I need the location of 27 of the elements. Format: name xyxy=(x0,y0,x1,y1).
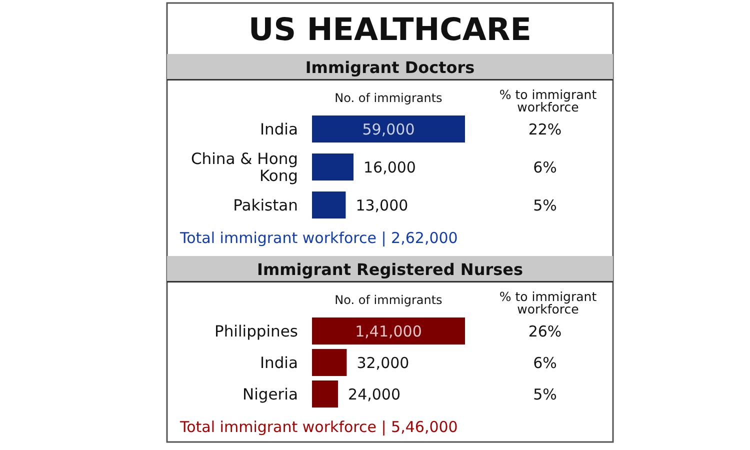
text: Total immigrant workforce | 2,62,000 xyxy=(179,229,458,247)
y-tick-label: Pakistan xyxy=(233,196,298,214)
y2-axis-title: % to immigrant workforce xyxy=(499,289,597,316)
text: 6% xyxy=(533,158,557,176)
y-tick-label: India xyxy=(260,120,298,138)
text: Total immigrant workforce | 5,46,000 xyxy=(179,418,458,436)
data-label: 1,41,000 xyxy=(355,322,422,340)
y-tick-label: China & Hong Kong xyxy=(190,150,298,185)
x-axis-title: No. of immigrants xyxy=(334,293,442,307)
chart-title: Immigrant Registered Nurses xyxy=(257,260,523,279)
y-tick-label: India xyxy=(260,354,298,372)
x-axis-title: No. of immigrants xyxy=(334,91,442,105)
data-label: 24,000 xyxy=(348,386,401,404)
y-tick-label: Philippines xyxy=(214,322,298,340)
y-tick-label: Nigeria xyxy=(242,386,298,404)
y2-axis-title: % to immigrant workforce xyxy=(499,87,597,114)
text: 22% xyxy=(528,120,562,138)
text: 5% xyxy=(533,386,557,404)
chart-title: US HEALTHCARE xyxy=(248,12,532,48)
data-label: 16,000 xyxy=(363,158,416,176)
text: 5% xyxy=(533,196,557,214)
chart-subtitle: Immigrant Doctors xyxy=(305,58,475,77)
data-label: 59,000 xyxy=(362,120,415,138)
data-label: 32,000 xyxy=(356,354,410,372)
data-label: 13,000 xyxy=(356,196,408,214)
text: 26% xyxy=(528,322,562,340)
text: 6% xyxy=(533,354,557,372)
